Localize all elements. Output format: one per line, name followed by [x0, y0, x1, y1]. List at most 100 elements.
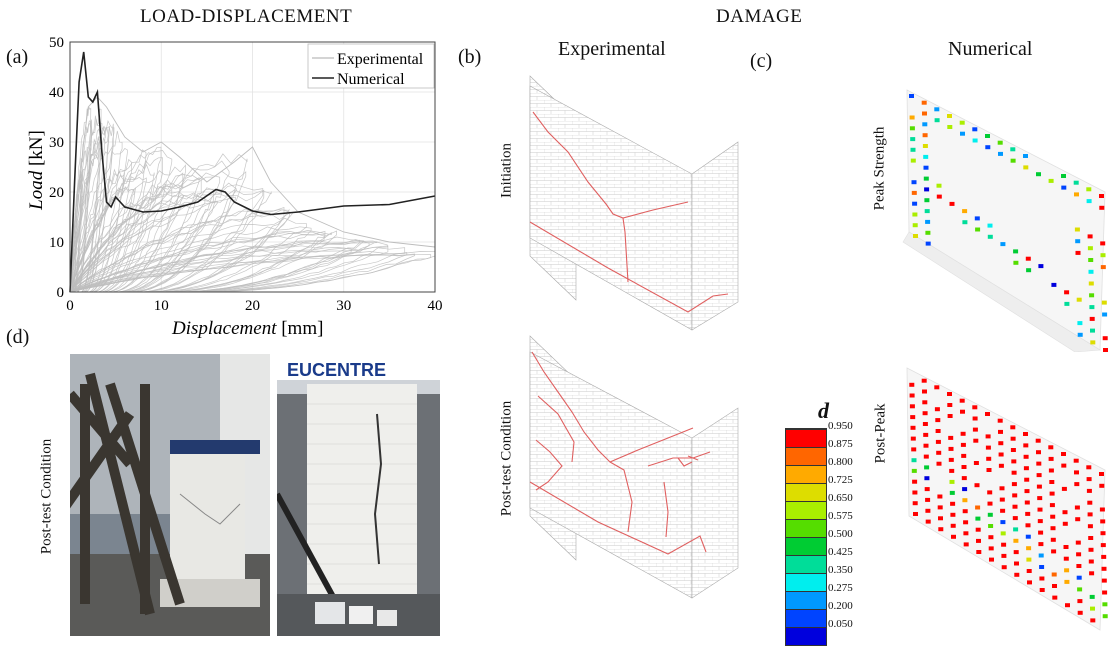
- damage-element: [959, 120, 965, 125]
- experimental-cycle: [69, 127, 106, 293]
- damage-element: [962, 220, 968, 225]
- damage-element: [922, 389, 927, 394]
- colorbar-swatch: [786, 537, 826, 555]
- colorbar-level-label: 0.275: [828, 582, 853, 594]
- damage-element: [989, 557, 994, 562]
- colorbar-swatch: [786, 573, 826, 591]
- damage-element: [975, 227, 981, 232]
- damage-element: [985, 412, 990, 416]
- damage-element: [972, 427, 978, 432]
- colorbar-swatch: [786, 555, 826, 573]
- damage-element: [1074, 482, 1080, 487]
- damage-element: [1077, 610, 1083, 615]
- damage-element: [987, 512, 993, 517]
- y-tick-label: 40: [49, 85, 64, 101]
- x-tick-label: 10: [154, 298, 169, 314]
- colorbar-level-label: 0.725: [828, 474, 853, 486]
- colorbar-swatch: [786, 429, 826, 447]
- header-load-displacement: LOAD-DISPLACEMENT: [140, 6, 353, 27]
- damage-element: [1038, 542, 1044, 547]
- damage-element: [909, 404, 915, 409]
- damage-element: [912, 223, 918, 228]
- damage-element: [998, 463, 1004, 468]
- colorbar-level-label: 0.350: [828, 564, 853, 576]
- damage-element: [1099, 205, 1105, 210]
- damage-element: [1010, 158, 1016, 163]
- damage-element: [1000, 520, 1006, 525]
- damage-element: [937, 494, 943, 499]
- damage-element: [1100, 241, 1106, 246]
- damage-element: [949, 479, 955, 484]
- y-tick-label: 20: [49, 185, 64, 201]
- damage-element: [1013, 550, 1019, 555]
- damage-element: [988, 524, 994, 528]
- colorbar-swatch: [786, 519, 826, 537]
- experimental-curves: [69, 96, 436, 293]
- damage-element: [911, 458, 917, 463]
- damage-element: [962, 209, 968, 214]
- damage-element: [1064, 568, 1070, 573]
- damage-element: [923, 443, 929, 448]
- panel-label-d: (d): [6, 326, 30, 348]
- damage-element: [947, 403, 953, 407]
- damage-element: [1076, 297, 1082, 302]
- damage-element: [1012, 493, 1018, 498]
- damage-element: [947, 125, 953, 129]
- damage-element: [960, 131, 965, 136]
- experimental-cycle: [69, 160, 230, 293]
- damage-element: [934, 118, 940, 123]
- damage-element: [923, 454, 929, 459]
- damage-element: [1010, 448, 1016, 452]
- damage-element: [1061, 463, 1067, 468]
- damage-element: [947, 392, 952, 396]
- damage-element: [936, 194, 942, 199]
- damage-element: [972, 127, 978, 132]
- damage-element: [1061, 486, 1067, 491]
- damage-element: [1062, 521, 1068, 526]
- colorbar-level-label: 0.050: [828, 618, 853, 630]
- damage-element: [1101, 554, 1107, 559]
- damage-element: [1050, 526, 1056, 531]
- experimental-cycle: [69, 148, 128, 293]
- damage-element: [1037, 496, 1043, 501]
- damage-element: [1086, 187, 1092, 192]
- damage-element: [922, 144, 928, 148]
- damage-element: [1024, 489, 1030, 494]
- damage-element: [1023, 466, 1029, 471]
- experimental-cycle: [69, 184, 264, 293]
- damage-element: [1101, 578, 1107, 583]
- chart-legend: Experimental Numerical: [307, 43, 435, 89]
- experimental-cycle: [69, 127, 109, 293]
- damage-element: [1026, 569, 1032, 573]
- damage-element: [925, 519, 931, 524]
- damage-element: [1026, 557, 1032, 562]
- damage-element: [1061, 185, 1067, 190]
- damage-element: [909, 126, 915, 131]
- damage-element: [912, 201, 918, 206]
- damage-element: [1100, 519, 1106, 524]
- damage-element: [1088, 281, 1094, 286]
- damage-element: [1001, 553, 1007, 558]
- damage-element: [923, 432, 929, 437]
- damage-element: [1013, 538, 1019, 543]
- photo-banner-text: EUCENTRE: [287, 360, 386, 380]
- experimental-cycle: [69, 233, 325, 293]
- damage-element: [1024, 500, 1030, 505]
- damage-element: [998, 452, 1004, 457]
- damage-element: [923, 176, 929, 181]
- colorbar-swatch: [786, 447, 826, 465]
- damage-element: [1089, 594, 1095, 599]
- damage-element: [1061, 174, 1066, 178]
- subhead-experimental: Experimental: [558, 38, 666, 60]
- damage-element: [1011, 459, 1017, 464]
- damage-element: [1035, 438, 1041, 443]
- damage-element: [1025, 511, 1031, 516]
- damage-element: [976, 538, 981, 543]
- colorbar-labels: 0.950 0.875 0.800 0.725 0.650 0.575 0.500 0.425…: [828, 420, 878, 650]
- damage-element: [974, 216, 980, 221]
- damage-element: [912, 479, 918, 484]
- damage-element: [1011, 482, 1017, 487]
- experimental-cycle: [69, 153, 248, 293]
- damage-element: [948, 457, 954, 462]
- panel-label-a: (a): [6, 46, 29, 68]
